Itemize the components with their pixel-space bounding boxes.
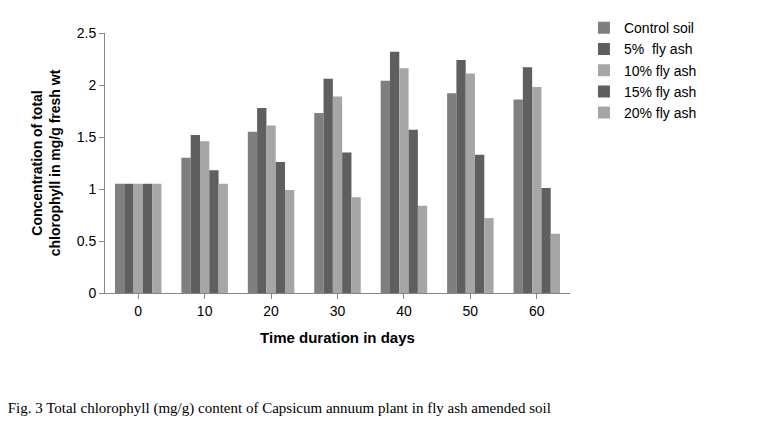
svg-text:Fig. 3 Total chlorophyll (mg/g: Fig. 3 Total chlorophyll (mg/g) content … [8, 400, 551, 417]
svg-text:Concentration of totalchloroph: Concentration of totalchlorophyll in mg/… [29, 69, 63, 256]
svg-text:20% fly ash: 20% fly ash [624, 105, 696, 121]
svg-text:15% fly ash: 15% fly ash [624, 84, 696, 100]
svg-text:60: 60 [529, 303, 545, 319]
svg-text:0.5: 0.5 [77, 233, 97, 249]
svg-text:2.5: 2.5 [77, 25, 97, 41]
svg-text:Time duration in days: Time duration in days [260, 329, 415, 346]
svg-text:20: 20 [263, 303, 279, 319]
svg-text:2: 2 [88, 77, 96, 93]
svg-text:Control soil: Control soil [624, 20, 694, 36]
svg-text:10% fly ash: 10% fly ash [624, 63, 696, 79]
svg-text:1: 1 [88, 181, 96, 197]
svg-text:5% fly ash: 5% fly ash [624, 41, 692, 57]
svg-text:40: 40 [396, 303, 412, 319]
svg-text:0: 0 [134, 303, 142, 319]
svg-text:1.5: 1.5 [77, 129, 97, 145]
svg-text:30: 30 [330, 303, 346, 319]
svg-text:10: 10 [197, 303, 213, 319]
svg-text:0: 0 [88, 285, 96, 301]
svg-text:50: 50 [463, 303, 479, 319]
